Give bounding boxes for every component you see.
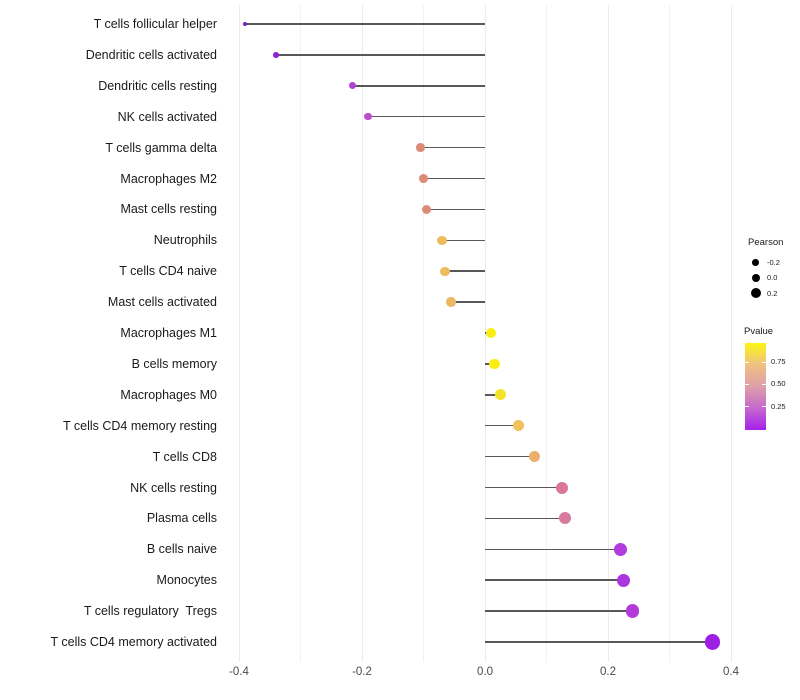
lollipop-stem [423, 177, 485, 180]
category-label: T cells CD4 memory resting [63, 418, 217, 433]
category-label: NK cells activated [117, 109, 217, 124]
lollipop-dot [416, 143, 425, 152]
x-tick-label: -0.4 [229, 666, 249, 678]
category-label: Dendritic cells activated [85, 47, 217, 62]
pvalue-gradient-bar [745, 343, 766, 430]
size-legend-title: Pearson [748, 237, 784, 248]
lollipop-dot [616, 573, 630, 587]
lollipop-stem [441, 239, 485, 242]
gridline [669, 5, 670, 662]
category-label: Neutrophils [153, 233, 217, 248]
color-legend-title: Pvalue [744, 326, 774, 337]
category-label: T cells CD8 [152, 449, 217, 464]
category-label: B cells naive [146, 542, 217, 557]
category-label: NK cells resting [130, 480, 217, 495]
category-label: T cells CD4 memory activated [50, 635, 218, 649]
size-legend-label: -0.2 [767, 257, 780, 267]
category-label: Macrophages M2 [120, 171, 217, 186]
category-label: T cells regulatory Tregs [83, 604, 217, 619]
gridline [423, 5, 424, 662]
category-label: Monocytes [156, 573, 217, 588]
category-label: T cells CD4 naive [119, 264, 217, 279]
lollipop-dot [422, 204, 432, 214]
lollipop-stem [485, 455, 535, 458]
pvalue-tick-mark [762, 361, 766, 363]
lollipop-stem [485, 517, 565, 520]
lollipop-stem [275, 54, 485, 56]
x-tick-label: 0.0 [477, 666, 493, 678]
gridline [361, 5, 363, 662]
lollipop-dot [494, 389, 506, 401]
lollipop-dot [558, 512, 572, 525]
lollipop-dot [349, 82, 357, 90]
lollipop-dot [488, 358, 500, 370]
lollipop-dot [555, 481, 568, 494]
lollipop-dot [625, 604, 640, 618]
size-legend-label: 0.0 [767, 273, 778, 283]
lollipop-stem [426, 208, 485, 211]
lollipop-dot [437, 235, 447, 245]
pvalue-tick-label: 0.25 [771, 401, 786, 411]
lollipop-stem [445, 270, 485, 272]
lollipop-stem [485, 424, 519, 427]
pvalue-tick-label: 0.75 [771, 357, 786, 367]
gridline [300, 5, 301, 662]
lollipop-stem [485, 394, 501, 396]
lollipop-stem [245, 23, 485, 25]
lollipop-dot [440, 266, 450, 276]
pvalue-tick-mark [745, 383, 749, 385]
pvalue-tick-mark [762, 406, 766, 408]
lollipop-dot [419, 174, 428, 183]
size-legend-dot [751, 273, 760, 282]
lollipop-dot [613, 542, 627, 556]
category-label: Dendritic cells resting [98, 78, 217, 93]
pvalue-tick-mark [745, 361, 749, 363]
lollipop-stem [485, 548, 621, 551]
category-label: Plasma cells [146, 511, 217, 526]
lollipop-dot [513, 420, 525, 432]
category-label: T cells follicular helper [93, 17, 217, 31]
category-label: B cells memory [131, 356, 217, 371]
category-label: T cells gamma delta [105, 140, 217, 155]
pvalue-tick-label: 0.50 [771, 379, 786, 389]
category-label: Macrophages M0 [120, 387, 217, 402]
lollipop-stem [368, 115, 485, 118]
lollipop-stem [451, 301, 485, 303]
pvalue-tick-mark [762, 383, 766, 385]
x-tick-label: 0.4 [723, 666, 739, 678]
gridline [238, 5, 240, 662]
gridline [546, 5, 547, 662]
size-legend-dot [752, 259, 759, 266]
lollipop-dot [242, 21, 248, 27]
lollipop-dot [446, 297, 456, 307]
x-tick-label: -0.2 [352, 666, 372, 678]
x-tick-label: 0.2 [600, 666, 616, 678]
lollipop-dot [364, 112, 372, 121]
lollipop-stem [485, 486, 562, 489]
size-legend-label: 0.2 [767, 288, 778, 298]
lollipop-stem [485, 579, 624, 581]
lollipop-dot [528, 450, 540, 463]
category-label: Mast cells activated [107, 295, 217, 310]
lollipop-dot [704, 634, 721, 650]
lollipop-stem [420, 146, 485, 149]
gridline [730, 5, 732, 662]
lollipop-dot [485, 327, 497, 339]
gridline [607, 5, 609, 662]
lollipop-stem [352, 85, 485, 87]
category-label: Macrophages M1 [120, 326, 217, 340]
pvalue-tick-mark [745, 406, 749, 408]
lollipop-dot [273, 52, 279, 58]
lollipop-stem [485, 641, 713, 643]
lollipop-stem [485, 610, 633, 612]
size-legend-dot [750, 288, 761, 299]
category-label: Mast cells resting [120, 202, 217, 217]
